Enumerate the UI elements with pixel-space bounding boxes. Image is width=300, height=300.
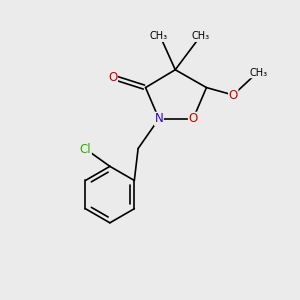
Text: O: O xyxy=(229,88,238,101)
Text: N: N xyxy=(154,112,163,125)
Text: O: O xyxy=(188,112,198,125)
Text: CH₃: CH₃ xyxy=(249,68,268,78)
Text: Cl: Cl xyxy=(80,142,91,156)
Text: CH₃: CH₃ xyxy=(191,32,210,41)
Text: CH₃: CH₃ xyxy=(150,32,168,41)
Text: O: O xyxy=(108,71,118,84)
